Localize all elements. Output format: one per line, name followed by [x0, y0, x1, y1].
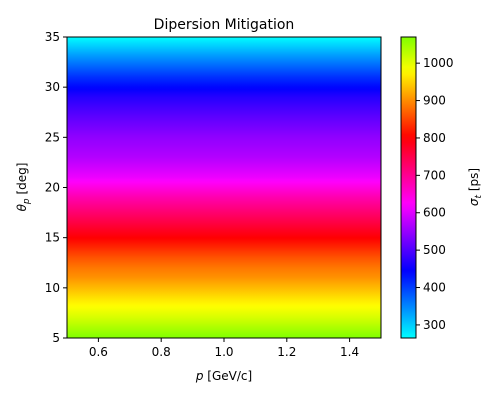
- x-axis-label: p [GeV/c]: [195, 369, 252, 383]
- colorbar-tick-label: 900: [423, 94, 446, 108]
- y-tick-label: 15: [45, 231, 60, 245]
- colorbar-tick-label: 700: [423, 168, 446, 182]
- colorbar-axis: 300 400 500 600 700 800 900 1000: [416, 56, 454, 332]
- colorbar-tick-label: 400: [423, 281, 446, 295]
- colorbar-tick-label: 300: [423, 318, 446, 332]
- heatmap-area: [67, 37, 381, 338]
- x-axis: 0.6 0.8 1.0 1.2 1.4: [89, 338, 359, 359]
- y-axis: 5 10 15 20 25 30 35: [45, 30, 67, 345]
- x-tick-label: 1.4: [340, 345, 359, 359]
- y-tick-label: 35: [45, 30, 60, 44]
- y-tick-label: 5: [52, 331, 60, 345]
- colorbar-frame: [400, 36, 417, 339]
- x-tick-label: 0.6: [89, 345, 108, 359]
- colorbar-tick-label: 1000: [423, 56, 454, 70]
- chart-title: Dipersion Mitigation: [154, 17, 295, 33]
- x-tick-label: 1.2: [277, 345, 296, 359]
- x-tick-label: 0.8: [152, 345, 171, 359]
- y-tick-label: 10: [45, 281, 60, 295]
- colorbar: [401, 37, 416, 338]
- y-tick-label: 30: [45, 80, 60, 94]
- y-tick-label: 20: [45, 181, 60, 195]
- colorbar-label: σt [ps]: [467, 168, 484, 206]
- colorbar-tick-label: 500: [423, 243, 446, 257]
- colorbar-tick-label: 600: [423, 206, 446, 220]
- x-tick-label: 1.0: [214, 345, 233, 359]
- y-axis-label: θp [deg]: [15, 163, 32, 212]
- y-tick-label: 25: [45, 130, 60, 144]
- colorbar-tick-label: 800: [423, 131, 446, 145]
